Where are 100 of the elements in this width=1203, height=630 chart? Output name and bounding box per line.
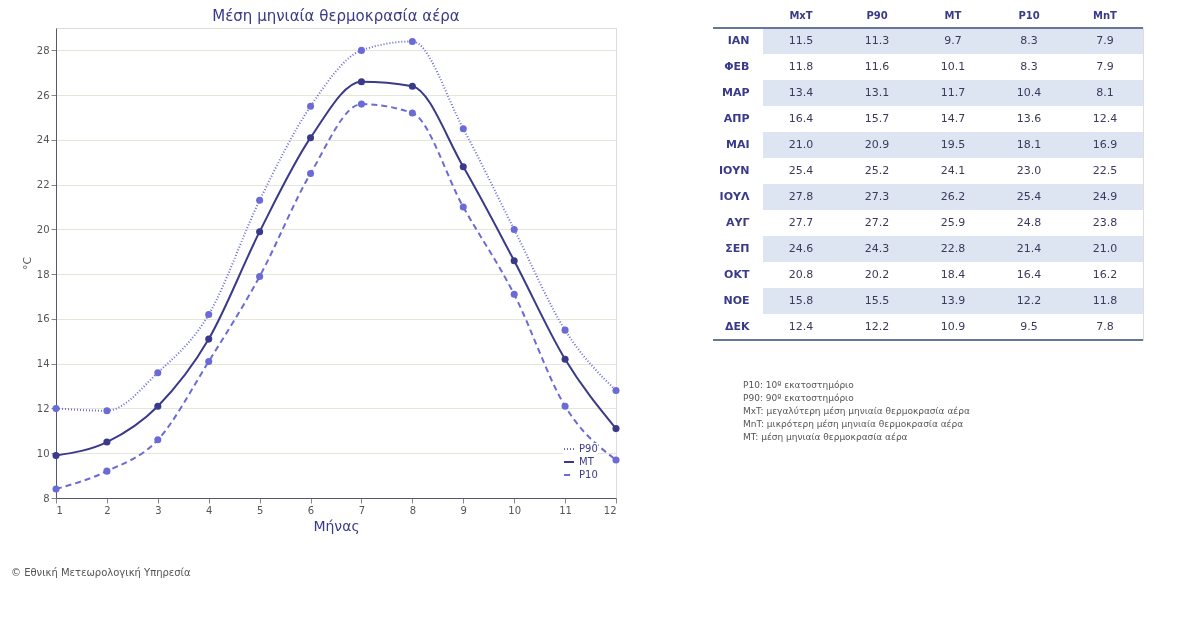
point xyxy=(307,169,315,178)
y-tick-label: 16 xyxy=(36,313,50,325)
x-tick-label: 8 xyxy=(409,504,417,516)
x-tick-label: 2 xyxy=(104,504,111,516)
y-tick-label: 20 xyxy=(36,223,50,235)
data-label: 25.4 xyxy=(788,164,814,177)
x-axis-title: Μήνας xyxy=(313,517,360,534)
data-label: 15.5 xyxy=(864,294,890,307)
x-tick-label: P90 xyxy=(866,9,888,21)
data-label: 16.4 xyxy=(1016,268,1042,281)
text: MxT: μεγαλύτερη μέση μηνιαία θερμοκρασία αέρα xyxy=(743,406,970,416)
y-tick-label: 14 xyxy=(36,358,50,370)
data-label: 7.9 xyxy=(1096,60,1114,73)
y-tick-label: ΙΑΝ xyxy=(727,34,750,47)
point xyxy=(52,485,60,493)
text: MT: μέση μηνιαία θερμοκρασία αέρα xyxy=(743,432,908,442)
x-tick-label: P10 xyxy=(1018,9,1040,21)
data-label: 12.4 xyxy=(788,320,814,333)
y-tick-label: ΜΑΡ xyxy=(721,86,750,99)
data-label: 15.8 xyxy=(788,294,814,307)
data-label: 22.8 xyxy=(940,242,966,255)
point xyxy=(256,196,264,204)
data-label: 18.1 xyxy=(1016,138,1042,151)
y-axis-title: °C xyxy=(20,256,34,271)
data-label: 21.0 xyxy=(1092,242,1118,255)
data-label: 12.2 xyxy=(864,320,890,333)
data-label: 12.2 xyxy=(1016,294,1042,307)
data-label: 27.3 xyxy=(864,190,890,203)
point xyxy=(612,387,620,395)
point xyxy=(561,402,569,410)
text: P10: 10º εκατοστημόριο xyxy=(743,380,855,390)
x-tick-label: 11 xyxy=(559,504,572,516)
data-label: 21.0 xyxy=(788,138,814,151)
data-label: 7.9 xyxy=(1096,34,1114,47)
y-tick-label: 12 xyxy=(36,402,50,414)
data-label: 20.2 xyxy=(864,268,890,281)
data-label: 13.1 xyxy=(864,86,890,99)
point xyxy=(103,407,111,415)
y-tick-label: 8 xyxy=(43,492,50,504)
data-label: 11.6 xyxy=(864,60,890,73)
x-tick-label: MT xyxy=(944,9,962,21)
y-tick-label: ΔΕΚ xyxy=(724,320,750,333)
point xyxy=(408,37,416,45)
y-tick-label: ΑΠΡ xyxy=(723,112,750,125)
data-label: 26.2 xyxy=(940,190,966,203)
point xyxy=(307,134,315,142)
data-label: 20.8 xyxy=(788,268,814,281)
data-label: 27.7 xyxy=(788,216,814,229)
point xyxy=(52,451,60,460)
x-tick-label: 6 xyxy=(307,504,315,516)
data-label: 20.9 xyxy=(864,138,890,151)
point xyxy=(256,272,264,280)
x-tick-label: 12 xyxy=(603,504,617,516)
y-tick-label: 28 xyxy=(36,44,50,56)
point xyxy=(52,404,60,413)
x-tick-label: 4 xyxy=(206,504,213,516)
y-tick-label: ΦΕΒ xyxy=(724,60,750,73)
point xyxy=(561,355,569,363)
point xyxy=(612,425,620,433)
point xyxy=(510,290,518,298)
data-label: 8.3 xyxy=(1020,34,1038,47)
point xyxy=(256,228,264,236)
y-tick-label: 24 xyxy=(36,134,50,146)
x-tick-label: 9 xyxy=(460,504,467,516)
data-label: 11.7 xyxy=(940,86,966,99)
y-tick-label: ΜΑΙ xyxy=(725,138,750,151)
y-tick-label: 18 xyxy=(36,268,50,280)
data-label: 27.2 xyxy=(864,216,890,229)
y-tick-label: 26 xyxy=(36,89,50,101)
point xyxy=(408,109,416,117)
y-tick-label: ΟΚΤ xyxy=(724,268,750,281)
point xyxy=(103,438,111,446)
data-label: 16.4 xyxy=(788,112,814,125)
y-tick-label: ΑΥΓ xyxy=(726,216,750,229)
point xyxy=(510,225,518,233)
data-label: 13.9 xyxy=(940,294,966,307)
x-tick-label: 10 xyxy=(508,504,522,516)
text: P90: 90º εκατοστημόριο xyxy=(743,393,855,403)
data-label: 13.6 xyxy=(1016,112,1042,125)
point xyxy=(205,357,213,366)
y-tick-label: ΝΟΕ xyxy=(723,294,750,307)
data-label: 9.5 xyxy=(1020,320,1038,333)
point xyxy=(561,326,569,334)
point xyxy=(408,82,416,90)
point xyxy=(154,436,162,444)
data-label: 23.0 xyxy=(1016,164,1042,177)
point xyxy=(459,163,467,171)
data-label: 24.9 xyxy=(1092,190,1118,203)
data-label: 25.2 xyxy=(864,164,890,177)
x-tick-label: MxT xyxy=(789,9,813,21)
data-label: 11.8 xyxy=(788,60,814,73)
legend-label: P90 xyxy=(579,443,598,454)
data-label: 16.2 xyxy=(1092,268,1118,281)
point xyxy=(154,369,162,377)
text: MnT: μικρότερη μέση μηνιαία θερμοκρασία αέρα xyxy=(743,419,964,429)
point xyxy=(307,102,315,110)
data-label: 25.4 xyxy=(1016,190,1042,203)
data-label: 24.6 xyxy=(788,242,814,255)
data-label: 10.9 xyxy=(940,320,966,333)
data-label: 18.4 xyxy=(940,268,966,281)
